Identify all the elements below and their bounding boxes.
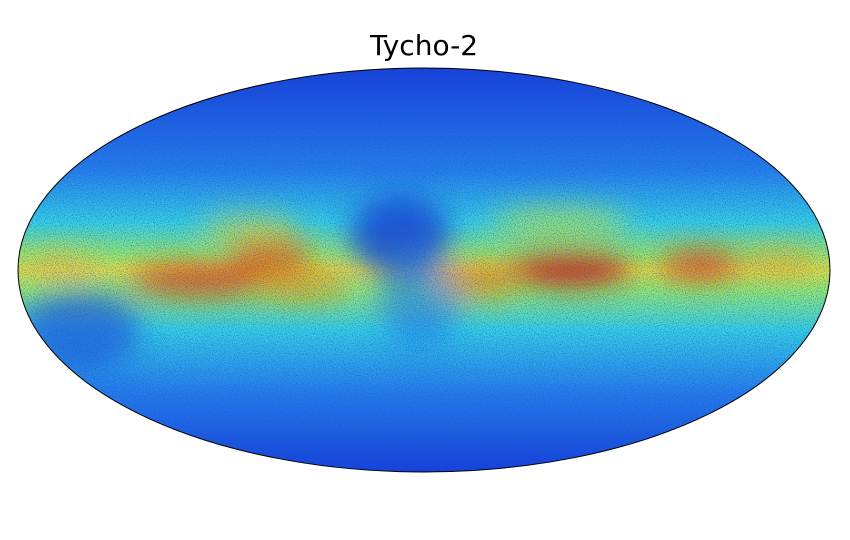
map-title: Tycho-2 [369,29,478,62]
map-outline [17,67,831,473]
sky-density [18,68,830,472]
